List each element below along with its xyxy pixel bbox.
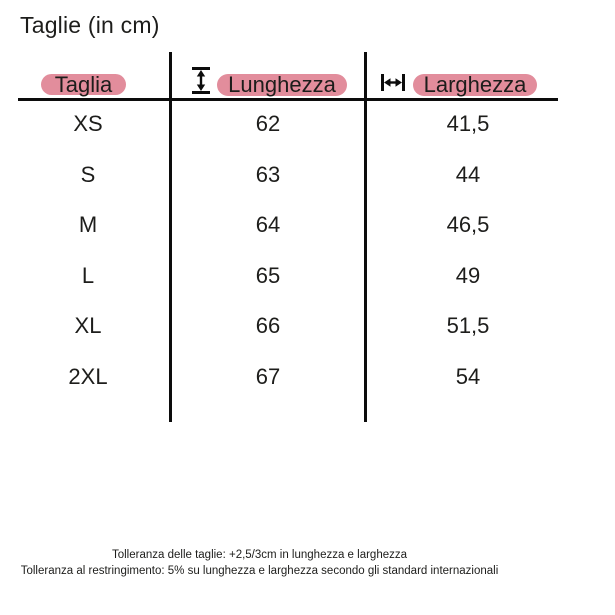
- vertical-measure-icon: [191, 66, 211, 100]
- header-lunghezza-label: Lunghezza: [228, 72, 336, 97]
- cell-taglia: XS: [73, 111, 103, 137]
- cell-taglia: L: [81, 262, 95, 288]
- header-underline: [18, 98, 558, 101]
- cell-larghezza: 54: [455, 363, 481, 389]
- cell-larghezza: 46,5: [446, 212, 490, 238]
- cell-taglia: XL: [74, 313, 102, 339]
- page-title: Taglie (in cm): [20, 12, 160, 38]
- header-taglia-highlight: Taglia: [41, 71, 126, 97]
- size-table-body: XS 62 41,5 S 63 44 M 64 46,5 L 65 49 XL …: [0, 99, 615, 402]
- header-taglia-label: Taglia: [54, 71, 113, 97]
- cell-lunghezza: 65: [255, 262, 281, 288]
- table-row: S 63 44: [0, 150, 615, 201]
- cell-larghezza: 41,5: [446, 111, 490, 137]
- cell-lunghezza: 64: [255, 212, 281, 238]
- tolerance-line-2: Tolleranza al restringimento: 5% su lung…: [20, 565, 499, 577]
- table-row: XL 66 51,5: [0, 301, 615, 352]
- table-row: XS 62 41,5: [0, 99, 615, 150]
- cell-lunghezza: 66: [255, 313, 281, 339]
- cell-larghezza: 49: [455, 262, 481, 288]
- header-larghezza-label: Larghezza: [423, 72, 527, 97]
- cell-taglia: 2XL: [68, 363, 108, 389]
- tolerance-line-1: Tolleranza delle taglie: +2,5/3cm in lun…: [111, 549, 408, 561]
- cell-lunghezza: 62: [255, 111, 281, 137]
- horizontal-measure-icon: [380, 73, 406, 97]
- table-row: 2XL 67 54: [0, 352, 615, 403]
- cell-larghezza: 51,5: [446, 313, 490, 339]
- cell-taglia: M: [78, 212, 98, 238]
- cell-lunghezza: 67: [255, 363, 281, 389]
- table-row: L 65 49: [0, 251, 615, 302]
- header-lunghezza-highlight: Lunghezza: [217, 74, 347, 96]
- tolerance-notes: Tolleranza delle taglie: +2,5/3cm in lun…: [1, 547, 518, 579]
- column-divider-2: [364, 52, 367, 422]
- cell-lunghezza: 63: [255, 161, 281, 187]
- column-divider-1: [169, 52, 172, 422]
- cell-larghezza: 44: [455, 161, 481, 187]
- cell-taglia: S: [80, 161, 96, 187]
- table-row: M 64 46,5: [0, 200, 615, 251]
- header-larghezza-highlight: Larghezza: [413, 74, 537, 96]
